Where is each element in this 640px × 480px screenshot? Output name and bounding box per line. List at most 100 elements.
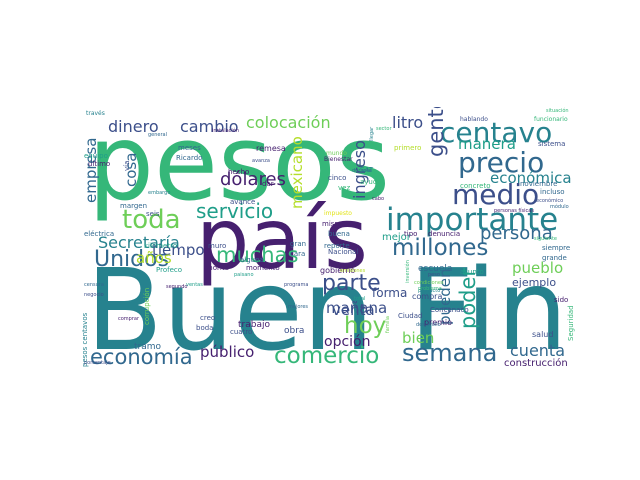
word-toda: toda bbox=[122, 205, 181, 235]
word-pais: país bbox=[196, 190, 368, 288]
word-centavo: centavo bbox=[440, 116, 553, 149]
word-vez: vez bbox=[338, 184, 351, 192]
word-dar: dar bbox=[262, 180, 274, 188]
word-concanaco: Concanaco bbox=[430, 306, 469, 314]
word-general: general bbox=[148, 132, 168, 138]
word-nacional: Nacional bbox=[328, 248, 359, 256]
word-escuela: escuela bbox=[418, 264, 453, 274]
word-bien: bien bbox=[402, 329, 435, 347]
word-ejemplo: ejemplo bbox=[512, 276, 557, 289]
word-negocio: negocio bbox=[84, 292, 104, 298]
word-hoy: hoy bbox=[344, 313, 387, 339]
word-alguna: alguna bbox=[240, 256, 264, 264]
word-noviembre: noviembre bbox=[520, 180, 558, 188]
word-avance: avance bbox=[230, 198, 256, 206]
word-economia: economía bbox=[90, 345, 193, 369]
word-inversion: inversión bbox=[405, 260, 411, 283]
word-ventas: ventas bbox=[186, 282, 203, 288]
word-electrica: eléctrica bbox=[84, 230, 115, 238]
word-hecho: hecho bbox=[228, 168, 250, 176]
word-tipo: tipo bbox=[404, 230, 418, 238]
word-poder: poder bbox=[456, 267, 480, 329]
word-sat: SAT bbox=[360, 166, 374, 174]
word-cuenta: cuenta bbox=[510, 341, 565, 360]
word-comprar: comprar bbox=[118, 316, 140, 322]
word-importante: importante bbox=[386, 202, 559, 238]
word-millones: millones bbox=[392, 235, 489, 261]
word-mundo: mundo bbox=[326, 150, 347, 157]
word-sido: sido bbox=[554, 296, 569, 304]
word-durante: durante bbox=[352, 168, 372, 174]
word-obra: obra bbox=[284, 326, 305, 336]
word-kilometro: kilómetro bbox=[144, 242, 178, 250]
word-personas-fisicas: personas físicas bbox=[494, 208, 534, 214]
word-modulo: módulo bbox=[550, 204, 569, 210]
word-segundo: segundo bbox=[166, 284, 188, 290]
word-bienestar: Bienestar bbox=[324, 156, 353, 163]
word-situacion: situación bbox=[546, 108, 569, 114]
word-cinco: cinco bbox=[328, 174, 347, 182]
word-precio: precio bbox=[458, 146, 545, 179]
word-tiempo: tiempo bbox=[152, 241, 205, 259]
word-total: total bbox=[354, 296, 366, 302]
word-ricardo: Ricardo bbox=[176, 154, 203, 162]
word-margen: margen bbox=[120, 202, 148, 210]
word-unidos: Unidos bbox=[94, 247, 170, 272]
word-concreto: concreto bbox=[460, 182, 491, 190]
word-boda: boda bbox=[196, 324, 214, 332]
word-pesos: pesos bbox=[88, 107, 390, 224]
word-siempre: siempre bbox=[542, 244, 571, 252]
word-mismo: mismo bbox=[322, 220, 346, 228]
word-corrupcion: corrupción bbox=[143, 287, 151, 325]
word-peso: peso bbox=[428, 272, 440, 278]
word-desarrollo: desarrollo bbox=[416, 322, 441, 328]
word-impuesto: impuesto bbox=[324, 210, 352, 217]
word-persona: persona bbox=[480, 223, 553, 244]
word-producto: producto bbox=[418, 288, 441, 294]
word-censura: censura bbox=[84, 282, 104, 288]
word-sistema: sistema bbox=[538, 140, 566, 148]
word-trabajo: trabajo bbox=[238, 320, 270, 330]
word-anos: años bbox=[136, 249, 172, 267]
word-via: vía bbox=[123, 160, 131, 171]
word-primero: primero bbox=[394, 144, 422, 152]
word-programa: programa bbox=[284, 282, 309, 288]
word-familia: familia bbox=[385, 316, 391, 333]
word-sector: sector bbox=[376, 126, 392, 132]
word-economica: económica bbox=[490, 169, 572, 187]
word-cambio: cambio bbox=[180, 117, 239, 136]
word-grande: grande bbox=[542, 254, 567, 262]
word-pesos-centavos: pesos centavos bbox=[81, 312, 89, 367]
word-seguridad: Seguridad bbox=[567, 305, 575, 341]
word-mexicano: mexicano bbox=[288, 136, 306, 209]
word-gente: gente bbox=[424, 107, 448, 157]
word-mejores: mejores bbox=[288, 304, 309, 310]
word-hablando: hablando bbox=[460, 116, 488, 123]
word-gran: gran bbox=[290, 240, 307, 248]
word-compra: compra bbox=[412, 292, 443, 301]
word-instalacion: instalación bbox=[212, 128, 240, 134]
word-paisano: paisano bbox=[234, 272, 254, 278]
word-economico: económico bbox=[536, 198, 564, 204]
word-muchas: muchas bbox=[216, 243, 299, 267]
word-dinero: dinero bbox=[108, 117, 159, 136]
word-denuncia: denuncia bbox=[428, 230, 461, 238]
word-manera: manera bbox=[458, 135, 516, 153]
word-asunto: asunto bbox=[460, 268, 484, 276]
word-cara: cara bbox=[290, 250, 306, 258]
word-empresa: empresa bbox=[82, 137, 100, 203]
word-creo: creo bbox=[200, 314, 216, 322]
word-ciudad: Ciudad bbox=[398, 312, 423, 320]
word-cuatro: cuatro bbox=[230, 328, 253, 336]
word-venta: venta bbox=[332, 301, 375, 319]
word-remesa: remesa bbox=[256, 144, 286, 153]
word-condiciones: condiciones bbox=[414, 280, 444, 286]
word-dolares: dólares bbox=[220, 169, 286, 190]
word-forma: forma bbox=[372, 286, 408, 300]
word-profeco: Profeco bbox=[156, 266, 183, 274]
word-buen-fin: Buen Fin bbox=[86, 246, 568, 375]
word-llegar: llegar bbox=[369, 126, 375, 141]
word-tramo: tramo bbox=[134, 342, 162, 352]
word-manana: mañana bbox=[326, 299, 388, 317]
word-litro: litro bbox=[392, 113, 424, 132]
